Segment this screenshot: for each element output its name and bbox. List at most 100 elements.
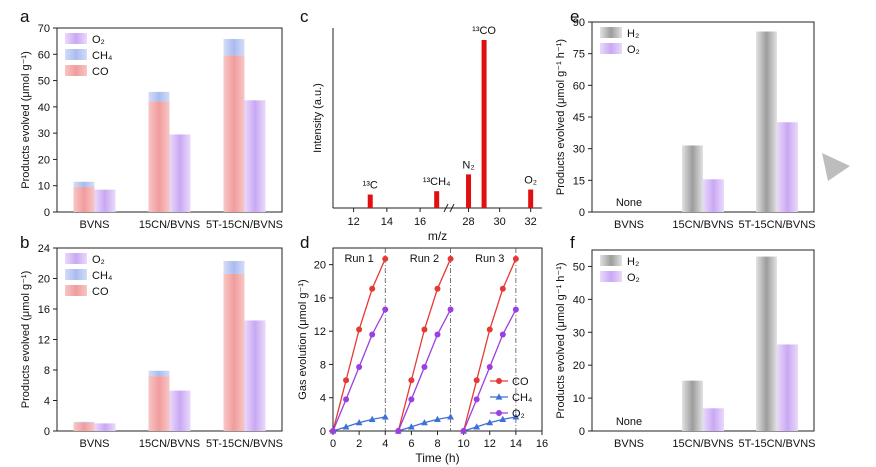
x-tick-label-d: 10 xyxy=(458,438,470,450)
y-tick-label-e: 30 xyxy=(573,144,585,156)
y-tick-label-a: 30 xyxy=(38,128,50,140)
y-tick-label-f: 50 xyxy=(573,261,585,273)
x-category-label-a: 15CN/BVNS xyxy=(139,219,200,231)
point-O₂ xyxy=(473,396,480,403)
plot-frame-d xyxy=(332,247,543,432)
annotation-none-e: None xyxy=(616,197,642,209)
point-CH₄ xyxy=(512,413,520,420)
point-CO xyxy=(447,255,454,262)
legend-swatch-f xyxy=(600,271,622,282)
x-category-label-b: 5T-15CN/BVNS xyxy=(206,438,283,450)
x-tick-label-d: 6 xyxy=(408,438,414,450)
x-tick-label-d: 2 xyxy=(356,438,362,450)
panel-a: 0 10 20 30 40 50 60 70 Products evolved (μmol g⁻… xyxy=(20,23,283,231)
point-CO xyxy=(434,285,441,292)
x-category-label-e: 5T-15CN/BVNS xyxy=(738,219,815,231)
y-tick-label-a: 20 xyxy=(38,154,50,166)
side-arrow-icon xyxy=(822,153,850,181)
legend-marker-d xyxy=(496,378,502,384)
run-label-d: Run 1 xyxy=(344,253,373,265)
point-CH₄ xyxy=(434,415,441,422)
legend-label-a: CH₄ xyxy=(92,50,113,62)
point-O₂ xyxy=(447,306,454,313)
bar-CH₄-5T-15CN/BVNS xyxy=(223,39,245,56)
point-O₂ xyxy=(356,363,363,370)
point-CH₄ xyxy=(447,413,454,420)
point-O₂ xyxy=(434,331,441,338)
point-O₂ xyxy=(499,331,506,338)
y-tick-label-b: 4 xyxy=(44,396,50,408)
x-category-label-b: 15CN/BVNS xyxy=(139,438,200,450)
line-CO xyxy=(397,258,452,432)
x-category-label-b: BVNS xyxy=(80,438,110,450)
legend-swatch-e xyxy=(600,27,622,38)
legend-label-e: O₂ xyxy=(627,44,640,56)
y-tick-label-e: 45 xyxy=(573,112,585,124)
y-tick-label-a: 40 xyxy=(38,102,50,114)
legend-swatch-a xyxy=(65,33,87,44)
peak-label-N₂: N₂ xyxy=(462,159,474,171)
legend-label-d: O₂ xyxy=(512,408,525,420)
y-tick-label-e: 15 xyxy=(573,175,585,187)
y-axis-label-b: Products evolved (μmol g⁻¹) xyxy=(20,271,32,408)
y-axis-label-f: Products evolved (μmol g⁻¹ h⁻¹) xyxy=(555,262,567,418)
point-O₂ xyxy=(343,396,350,403)
y-tick-label-e: 90 xyxy=(573,17,585,29)
point-CO xyxy=(408,377,415,384)
panel-d: 0 4 8 12 16 20 0 2 4 6 8 10 12 14 16 Time (h) Gas evolut… xyxy=(297,247,548,465)
panel-letter-b: b xyxy=(20,233,29,252)
legend-label-a: O₂ xyxy=(92,34,105,46)
bar-CH₄-BVNS xyxy=(73,421,95,423)
panel-letter-e: e xyxy=(570,7,579,26)
line-CO xyxy=(462,258,517,432)
bar-CO-5T-15CN/BVNS xyxy=(223,273,245,431)
legend-marker-d xyxy=(495,393,503,400)
point-CH₄ xyxy=(421,419,428,426)
bar-CO-5T-15CN/BVNS xyxy=(223,55,245,212)
y-axis-label-c: Intensity (a.u.) xyxy=(312,83,324,153)
point-CH₄ xyxy=(407,423,415,430)
y-tick-label-b: 0 xyxy=(44,426,50,438)
y-tick-label-b: 8 xyxy=(44,365,50,377)
legend-label-f: O₂ xyxy=(627,272,640,284)
y-tick-label-e: 75 xyxy=(573,49,585,61)
panel-b: 0 4 8 12 16 20 24 Products evolved (μmol g⁻¹) BV… xyxy=(20,243,283,450)
bar-CH₄-5T-15CN/BVNS xyxy=(223,260,245,274)
legend-label-d: CO xyxy=(512,376,529,388)
point-CO xyxy=(369,285,376,292)
peak-¹³C xyxy=(367,194,373,208)
legend-swatch-f xyxy=(600,255,622,266)
x-tick-label-d: 4 xyxy=(382,438,388,450)
legend-label-b: CO xyxy=(92,286,109,298)
point-CH₄ xyxy=(342,423,350,430)
bar-H₂-5T-15CN/BVNS xyxy=(756,256,777,431)
line-CO xyxy=(332,258,386,432)
x-tick-label-d: 8 xyxy=(434,438,440,450)
peak-label-¹³C: ¹³C xyxy=(363,180,378,192)
x-tick-label-c: 16 xyxy=(414,216,426,228)
bar-O₂-BVNS xyxy=(94,189,116,212)
y-tick-label-a: 60 xyxy=(38,49,50,61)
legend-label-b: CH₄ xyxy=(92,270,113,282)
point-O₂ xyxy=(408,396,415,403)
x-tick-label-d: 0 xyxy=(330,438,336,450)
y-tick-label-e: 60 xyxy=(573,80,585,92)
bar-H₂-15CN/BVNS xyxy=(682,380,703,431)
point-CO xyxy=(473,377,480,384)
bar-O₂-15CN/BVNS xyxy=(703,408,724,431)
point-CO xyxy=(343,377,350,384)
bar-O₂-5T-15CN/BVNS xyxy=(777,344,798,431)
peak-¹³CH₄ xyxy=(434,191,440,208)
y-tick-label-a: 10 xyxy=(38,181,50,193)
legend-label-e: H₂ xyxy=(627,28,639,40)
bar-O₂-5T-15CN/BVNS xyxy=(777,122,798,212)
y-tick-label-f: 0 xyxy=(579,426,585,438)
point-CO xyxy=(499,285,506,292)
x-tick-label-d: 12 xyxy=(484,438,496,450)
x-category-label-f: 15CN/BVNS xyxy=(672,438,733,450)
x-tick-label-c: 30 xyxy=(493,216,505,228)
bar-CH₄-BVNS xyxy=(73,181,95,188)
point-O₂ xyxy=(512,306,519,313)
bar-CO-15CN/BVNS xyxy=(148,376,170,431)
point-CH₄ xyxy=(486,419,494,426)
